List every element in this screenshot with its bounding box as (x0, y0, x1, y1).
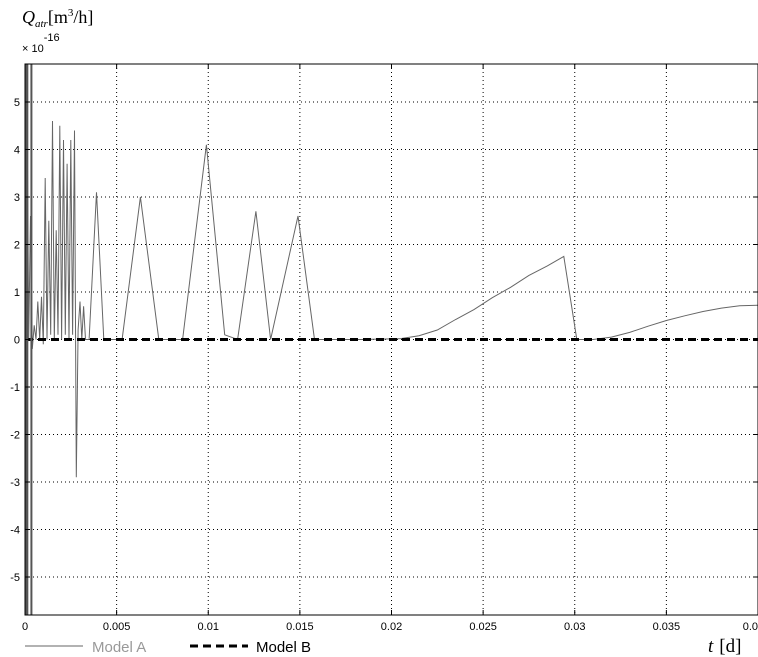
x-tick-label: 0.035 (653, 621, 681, 633)
series-line-model-a (24, 63, 758, 478)
legend-label-model-b: Model B (256, 639, 311, 656)
x-tick-label: 0.02 (381, 621, 402, 633)
y-tick-label: 3 (14, 192, 20, 204)
x-tick-label: 0.0 (743, 621, 758, 633)
x-tick-label: 0.01 (198, 621, 219, 633)
x-tick-label: 0.005 (103, 621, 131, 633)
x-tick-label: 0.025 (469, 621, 497, 633)
y-tick-label: -1 (10, 382, 20, 394)
x-tick-label: 0.03 (564, 621, 585, 633)
x-tick-label: 0.015 (286, 621, 314, 633)
y-tick-label: 4 (14, 145, 20, 157)
ticks: 0 0.005 0.01 0.015 0.02 0.025 0.03 0.035 0.0 -5 -4… (10, 64, 758, 633)
y-axis-label: Qatr[m3/h] (22, 7, 93, 30)
x-tick-label: 0 (22, 621, 28, 633)
y-tick-label: -4 (10, 525, 20, 537)
y-tick-label: 2 (14, 240, 20, 252)
y-tick-label: -3 (10, 477, 20, 489)
y-tick-label: -5 (10, 572, 20, 584)
y-tick-label: 0 (14, 335, 20, 347)
y-tick-label: 1 (14, 287, 20, 299)
x-axis-label: t [d] (708, 636, 741, 657)
legend: Model A Model B (25, 639, 311, 656)
y-tick-label: -2 (10, 430, 20, 442)
y-multiplier: × 10-16 (22, 32, 60, 55)
legend-label-model-a: Model A (92, 639, 146, 656)
y-tick-label: 5 (14, 97, 20, 109)
